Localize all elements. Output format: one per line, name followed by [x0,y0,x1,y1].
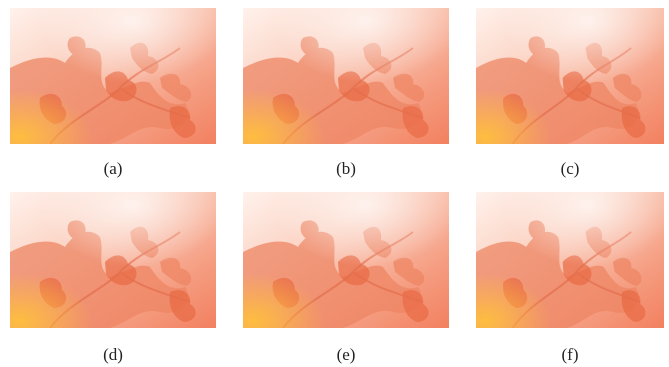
panel-image [243,8,449,144]
figure: (a) (b) (c) (d) (e) (f) [0,0,669,367]
panel-image [476,192,664,328]
panel-caption: (c) [561,159,580,178]
panel-caption: (d) [103,345,123,364]
panel-caption: (e) [337,345,356,364]
panel-image [10,8,216,144]
panel-caption: (f) [562,345,579,364]
panel-image [243,192,449,328]
panel-image [476,8,664,144]
panel-image [10,192,216,328]
panel-caption: (a) [104,159,123,178]
panel-caption: (b) [336,159,356,178]
